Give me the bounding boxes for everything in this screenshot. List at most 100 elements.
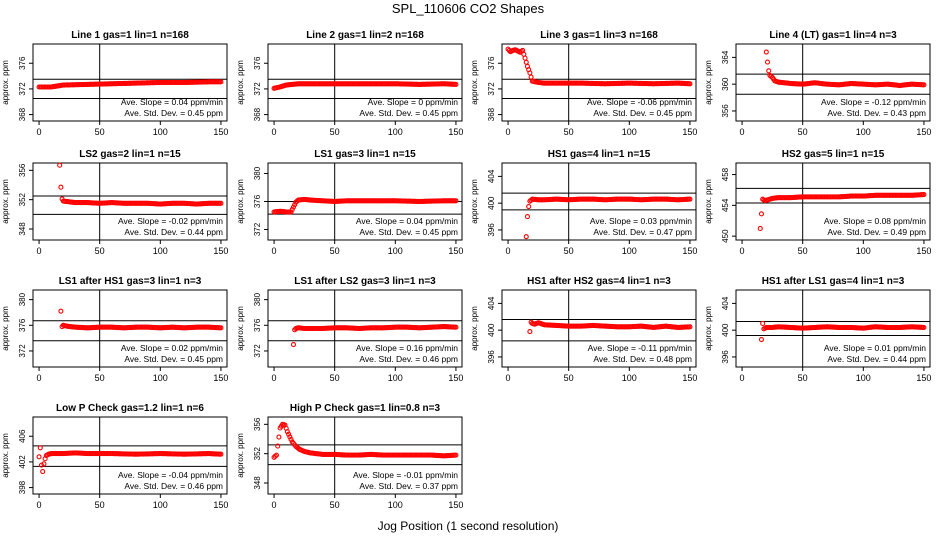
y-tick-label: 458 [721,167,730,181]
x-tick-label: 100 [388,246,403,256]
panel-frame [501,289,697,368]
x-tick-label: 50 [564,127,574,137]
panel-title: LS1 after HS1 gas=3 lin=1 n=3 [59,276,202,287]
x-tick-label: 0 [272,246,277,256]
stddev-annotation: Ave. Std. Dev. = 0.44 ppm [124,227,223,237]
y-tick-label: 352 [253,446,262,460]
y-tick-label: 356 [18,163,27,177]
data-point [218,325,224,331]
y-axis-label: approx. ppm [1,179,10,224]
panel-11: HS1 after HS2 gas=4 lin=1 n=3 approx. ppm… [470,276,697,383]
y-tick-label: 372 [18,82,27,96]
x-tick-label: 100 [153,500,168,510]
x-tick-label: 100 [153,127,168,137]
slope-annotation: Ave. Slope = -0.02 ppm/min [118,216,223,226]
slope-annotation: Ave. Slope = 0.02 ppm/min [121,343,223,353]
panel-title: Line 4 (LT) gas=1 lin=4 n=3 [769,30,897,41]
y-tick-label: 376 [487,56,496,70]
y-tick-label: 364 [721,50,730,64]
x-tick-label: 100 [388,373,403,383]
data-point [523,59,529,65]
data-point [527,328,533,335]
panel-frame [267,289,463,368]
panel-1: Line 1 gas=1 lin=1 n=168 approx. ppm 0 50 10… [1,30,228,137]
x-tick-label: 50 [95,127,105,137]
slope-annotation: Ave. Slope = -0.04 ppm/min [118,470,223,480]
panel-10: LS1 after LS2 gas=3 lin=1 n=3 approx. ppm… [236,276,463,383]
data-point [275,443,281,449]
data-point [524,214,531,220]
y-tick-label: 400 [487,196,496,210]
x-tick-label: 150 [682,246,697,256]
x-tick-label: 50 [798,127,808,137]
y-tick-label: 380 [253,166,262,180]
data-point [288,436,294,442]
stddev-annotation: Ave. Std. Dev. = 0.49 ppm [827,227,926,237]
y-tick-label: 372 [487,82,496,96]
y-tick-label: 450 [721,229,730,243]
y-tick-label: 356 [721,104,730,118]
y-tick-label: 376 [253,56,262,70]
stddev-annotation: Ave. Std. Dev. = 0.45 ppm [359,108,458,118]
data-points [271,421,459,460]
y-tick-label: 376 [18,56,27,70]
x-tick-label: 50 [95,373,105,383]
x-tick-label: 0 [740,246,745,256]
data-point [218,451,224,457]
panel-title: Low P Check gas=1.2 lin=1 n=6 [56,403,204,414]
x-tick-label: 50 [95,246,105,256]
panel-title: HS1 gas=4 lin=1 n=15 [548,149,651,160]
data-points [271,196,459,215]
x-tick-label: 150 [213,246,228,256]
y-tick-label: 376 [253,318,262,332]
panel-title: HS1 after HS2 gas=4 lin=1 n=3 [527,276,671,287]
stddev-annotation: Ave. Std. Dev. = 0.45 ppm [124,108,223,118]
data-points [36,79,224,90]
x-tick-label: 100 [622,127,637,137]
panel-frame [267,43,463,122]
x-tick-label: 100 [856,373,871,383]
y-axis-label: approx. ppm [470,306,479,351]
x-tick-label: 100 [856,246,871,256]
slope-annotation: Ave. Slope = 0.04 ppm/min [356,216,458,226]
x-tick-label: 100 [622,246,637,256]
data-point [453,324,459,330]
data-point [921,82,927,88]
x-tick-label: 150 [213,127,228,137]
stddev-annotation: Ave. Std. Dev. = 0.37 ppm [359,481,458,491]
slope-annotation: Ave. Slope = 0.03 ppm/min [590,216,692,226]
stddev-annotation: Ave. Std. Dev. = 0.45 ppm [124,354,223,364]
y-axis-label: approx. ppm [1,433,10,478]
x-tick-label: 150 [213,373,228,383]
y-tick-label: 400 [721,323,730,337]
panel-title: Line 1 gas=1 lin=1 n=168 [71,30,189,41]
panel-6: LS1 gas=3 lin=1 n=15 approx. ppm 0 50 100 150… [236,149,463,256]
panel-frame [735,162,931,241]
x-tick-label: 150 [448,500,463,510]
y-tick-label: 372 [253,222,262,236]
y-tick-label: 396 [487,350,496,364]
data-point [287,434,293,440]
data-point [766,68,772,74]
x-tick-label: 50 [564,246,574,256]
data-point [37,445,43,451]
y-tick-label: 348 [253,476,262,490]
data-point [276,434,282,440]
data-point [763,49,769,55]
y-tick-label: 402 [18,455,27,469]
data-point [36,454,42,460]
x-tick-label: 0 [272,127,277,137]
data-points [290,324,459,348]
x-tick-label: 50 [330,246,340,256]
x-tick-label: 150 [916,373,931,383]
x-tick-label: 0 [506,373,511,383]
y-tick-label: 404 [721,296,730,310]
data-point [528,74,534,80]
panel-frame [501,162,697,241]
panel-title: HS2 gas=5 lin=1 n=15 [782,149,885,160]
x-tick-label: 0 [740,127,745,137]
x-tick-label: 150 [448,373,463,383]
data-point [758,211,765,217]
data-point [687,81,693,87]
x-tick-label: 50 [95,500,105,510]
